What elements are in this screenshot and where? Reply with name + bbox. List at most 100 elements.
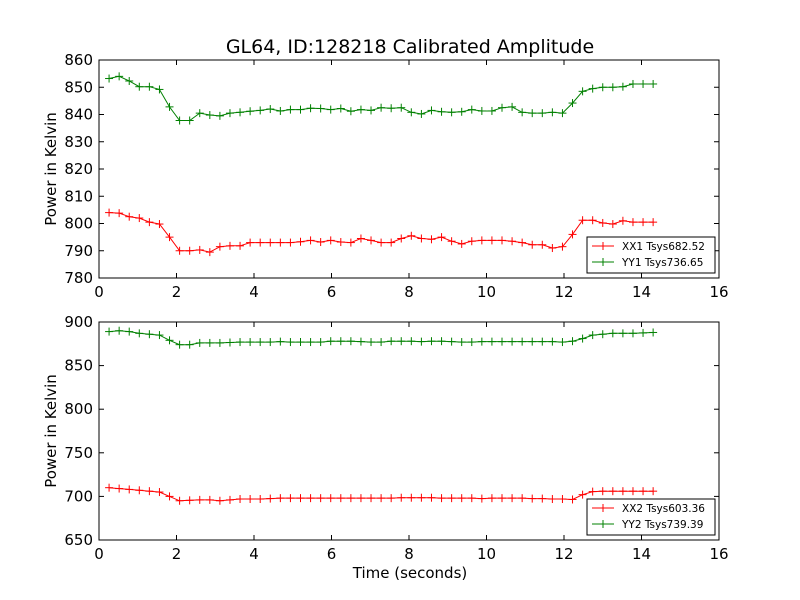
- bottom-series-point-0: [628, 487, 637, 496]
- top-series-point-1: [205, 111, 214, 120]
- bottom-series-point-1: [588, 331, 597, 340]
- top-series-point-1: [256, 106, 265, 115]
- top-series-point-1: [487, 106, 496, 115]
- top-series-point-0: [397, 234, 406, 243]
- bottom-series-point-0: [316, 494, 325, 503]
- top-series-point-0: [266, 238, 275, 247]
- top-series-point-1: [367, 106, 376, 115]
- bottom-series-point-1: [487, 337, 496, 346]
- top-series-point-1: [316, 104, 325, 113]
- bottom-series-point-1: [407, 337, 416, 346]
- bottom-series-point-1: [165, 336, 174, 345]
- top-series-point-1: [195, 109, 204, 118]
- bottom-series-point-1: [498, 337, 506, 346]
- top-series-point-1: [608, 83, 617, 92]
- top-series-point-0: [346, 238, 355, 247]
- bottom-y-tick-label: 650: [64, 531, 93, 549]
- top-series-point-1: [286, 105, 295, 114]
- bottom-series-point-1: [286, 338, 295, 347]
- top-series-point-1: [145, 82, 154, 91]
- top-series-point-0: [588, 216, 597, 225]
- bottom-series-point-0: [588, 487, 597, 496]
- bottom-series-point-1: [437, 337, 446, 346]
- bottom-series-point-1: [346, 337, 355, 346]
- bottom-series-point-0: [125, 485, 134, 494]
- top-series-point-1: [356, 105, 365, 114]
- bottom-series-point-0: [447, 494, 456, 503]
- bottom-series-point-0: [548, 495, 557, 504]
- top-x-tick-label: 4: [249, 283, 259, 301]
- top-series-point-1: [518, 108, 527, 117]
- top-series-point-0: [518, 238, 527, 247]
- bottom-series-point-0: [175, 496, 184, 505]
- bottom-xlabel: Time (seconds): [352, 564, 468, 582]
- top-y-tick-label: 780: [64, 269, 93, 287]
- bottom-series-point-1: [578, 334, 587, 343]
- top-series-point-0: [135, 214, 144, 223]
- top-series-point-1: [377, 103, 386, 112]
- bottom-series-point-0: [236, 495, 245, 504]
- bottom-series-point-0: [185, 496, 194, 505]
- top-series-point-0: [578, 216, 587, 225]
- top-series-point-0: [205, 248, 214, 257]
- top-series-point-1: [165, 102, 174, 111]
- top-series-point-0: [649, 218, 658, 227]
- bottom-series-point-0: [165, 492, 174, 501]
- bottom-x-tick-label: 2: [172, 545, 182, 563]
- bottom-series-point-0: [578, 490, 587, 499]
- top-series-point-0: [145, 218, 154, 227]
- top-legend-label-xx1: XX1 Tsys682.52: [622, 241, 705, 253]
- top-series-point-0: [628, 218, 637, 227]
- bottom-x-tick-label: 12: [554, 545, 573, 563]
- bottom-ylabel: Power in Kelvin: [42, 374, 60, 488]
- top-series-point-1: [457, 107, 466, 116]
- top-series-point-1: [276, 106, 285, 115]
- bottom-legend-label-xx2: XX2 Tsys603.36: [622, 503, 705, 515]
- top-ylabel: Power in Kelvin: [42, 112, 60, 226]
- bottom-series-point-0: [115, 484, 124, 493]
- top-x-tick-label: 10: [477, 283, 496, 301]
- top-series-point-0: [155, 220, 164, 229]
- top-series-point-0: [276, 238, 285, 247]
- bottom-series-point-1: [105, 327, 114, 336]
- top-series-point-0: [417, 234, 426, 243]
- bottom-series-point-0: [417, 493, 426, 502]
- bottom-series-point-0: [205, 495, 214, 504]
- bottom-series-point-1: [367, 338, 376, 347]
- bottom-series-point-1: [528, 337, 537, 346]
- bottom-series-point-1: [649, 328, 658, 337]
- bottom-series-point-0: [145, 487, 154, 496]
- top-series-point-0: [427, 235, 436, 244]
- top-series-point-0: [225, 241, 234, 250]
- top-series-point-1: [598, 83, 607, 92]
- top-series-point-0: [548, 244, 557, 253]
- top-x-tick-label: 8: [404, 283, 414, 301]
- top-series-point-1: [538, 109, 547, 118]
- top-x-tick-label: 16: [709, 283, 728, 301]
- bottom-series-point-0: [346, 494, 355, 503]
- bottom-legend: XX2 Tsys603.36 YY2 Tsys739.39: [586, 498, 716, 536]
- bottom-series-point-1: [618, 329, 627, 338]
- bottom-series-point-1: [447, 337, 456, 346]
- bottom-series-point-1: [387, 337, 396, 346]
- bottom-series-point-0: [618, 487, 627, 496]
- top-series-point-0: [608, 220, 617, 229]
- top-series-point-1: [115, 72, 124, 81]
- top-series-point-1: [306, 104, 315, 113]
- bottom-series-point-1: [598, 330, 607, 339]
- bottom-series-point-0: [598, 487, 607, 496]
- bottom-series-point-0: [336, 494, 345, 503]
- bottom-series-point-0: [498, 494, 506, 503]
- top-series-point-0: [336, 238, 345, 247]
- bottom-series-point-1: [306, 338, 315, 347]
- bottom-series-point-1: [457, 338, 466, 347]
- bottom-series-point-1: [628, 329, 637, 338]
- bottom-y-tick-label: 700: [64, 487, 93, 505]
- top-series-point-1: [225, 109, 234, 118]
- top-y-tick-label: 790: [64, 242, 93, 260]
- bottom-series-point-1: [336, 337, 345, 346]
- top-series-point-0: [457, 239, 466, 248]
- top-series-point-1: [155, 85, 164, 94]
- top-series-point-1: [387, 104, 396, 113]
